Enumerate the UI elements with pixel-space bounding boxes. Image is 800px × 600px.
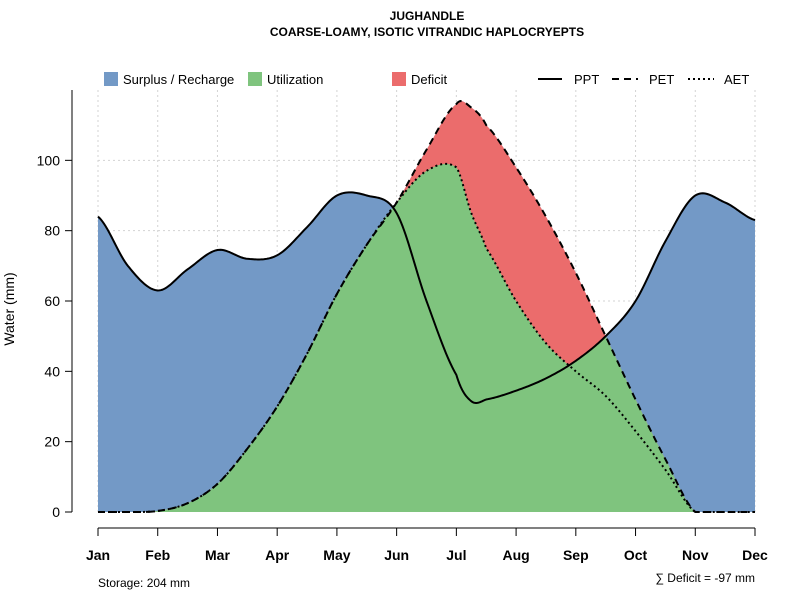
axes: 0 20 40 60 80 100 Jan Feb Mar Apr May Jun Jul Aug Sep O… bbox=[37, 90, 768, 563]
filled-areas bbox=[98, 101, 755, 512]
x-tick-label: Jun bbox=[384, 547, 409, 563]
y-tick-label: 40 bbox=[44, 363, 60, 379]
x-tick-label: Sep bbox=[563, 547, 589, 563]
legend-label-utilization: Utilization bbox=[267, 72, 323, 87]
x-tick-label: Feb bbox=[145, 547, 170, 563]
x-tick-label: Jul bbox=[446, 547, 466, 563]
legend-swatch-deficit bbox=[392, 72, 406, 86]
y-tick-label: 20 bbox=[44, 434, 60, 450]
x-tick-label: Jan bbox=[86, 547, 110, 563]
x-tick-label: Mar bbox=[205, 547, 230, 563]
y-tick-label: 60 bbox=[44, 293, 60, 309]
y-tick-label: 0 bbox=[52, 504, 60, 520]
ppt-line bbox=[97, 191, 756, 404]
chart-title: JUGHANDLE bbox=[390, 9, 465, 23]
chart-subtitle: COARSE-LOAMY, ISOTIC VITRANDIC HAPLOCRYE… bbox=[270, 25, 584, 39]
legend-label-surplus: Surplus / Recharge bbox=[123, 72, 234, 87]
legend-label-ppt: PPT bbox=[574, 72, 599, 87]
y-tick-label: 100 bbox=[37, 152, 61, 168]
x-tick-label: Oct bbox=[624, 547, 648, 563]
x-tick-label: Apr bbox=[265, 547, 290, 563]
legend-swatch-utilization bbox=[248, 72, 262, 86]
legend-label-aet: AET bbox=[724, 72, 749, 87]
legend-label-pet: PET bbox=[649, 72, 674, 87]
series-lines bbox=[97, 100, 756, 513]
x-tick-label: Dec bbox=[742, 547, 768, 563]
legend: Surplus / Recharge Utilization Deficit P… bbox=[104, 72, 749, 87]
deficit-annotation: ∑ Deficit = -97 mm bbox=[655, 571, 755, 585]
utilization-area bbox=[98, 163, 755, 512]
legend-label-deficit: Deficit bbox=[411, 72, 448, 87]
storage-annotation: Storage: 204 mm bbox=[98, 576, 190, 590]
aet-line bbox=[98, 162, 755, 513]
pet-line bbox=[98, 100, 755, 513]
x-tick-label: Aug bbox=[502, 547, 529, 563]
x-tick-label: May bbox=[323, 547, 350, 563]
x-tick-label: Nov bbox=[682, 547, 709, 563]
legend-swatch-surplus bbox=[104, 72, 118, 86]
y-tick-label: 80 bbox=[44, 223, 60, 239]
y-axis-label: Water (mm) bbox=[1, 272, 17, 345]
